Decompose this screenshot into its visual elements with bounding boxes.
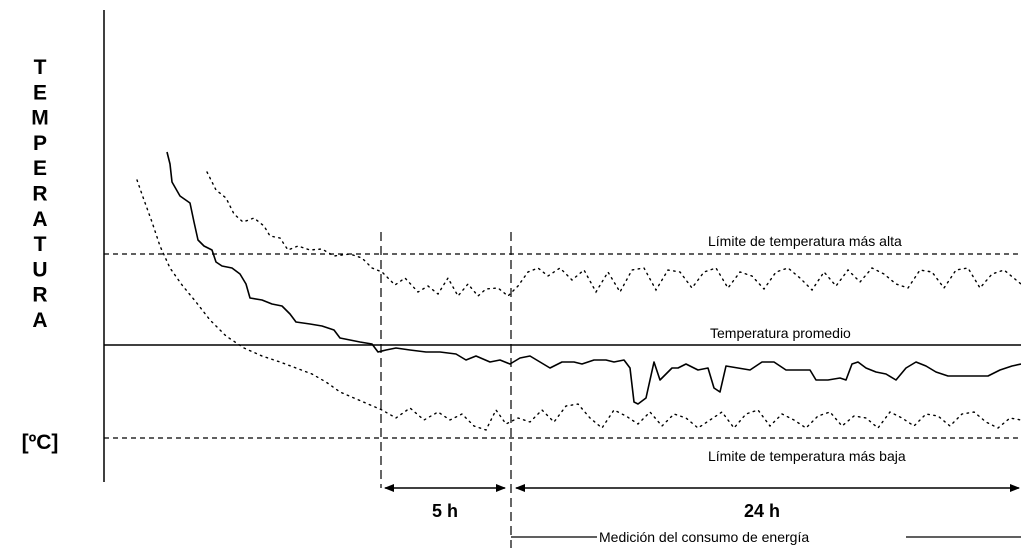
upper-limit-label: Límite de temperatura más alta xyxy=(708,233,902,249)
y-axis-title-letter: E xyxy=(33,81,47,104)
y-axis-title-letter: A xyxy=(32,309,47,332)
average-label: Temperatura promedio xyxy=(710,325,851,341)
y-axis-title-letter: A xyxy=(32,208,47,231)
lower-limit-label: Límite de temperatura más baja xyxy=(708,448,906,464)
y-axis-title-letter: T xyxy=(34,56,47,79)
lower-envelope-curve xyxy=(136,179,1021,431)
measurement-duration-label: 24 h xyxy=(744,501,780,521)
y-axis-title-letter: P xyxy=(33,132,47,155)
y-axis-title-letter: E xyxy=(33,157,47,180)
temperature-curve xyxy=(166,151,1021,405)
y-axis-title-letter: T xyxy=(34,233,47,256)
y-axis-title-letter: R xyxy=(32,284,47,307)
y-axis-title-letter: M xyxy=(31,107,49,130)
upper-envelope-curve xyxy=(206,171,1021,298)
y-axis-title-letter: U xyxy=(32,258,47,281)
stabilization-duration-label: 5 h xyxy=(432,501,458,521)
measurement-note-label: Medición del consumo de energía xyxy=(599,529,809,545)
y-axis-unit: [ºC] xyxy=(22,431,59,454)
y-axis-title-letter: R xyxy=(32,183,47,206)
